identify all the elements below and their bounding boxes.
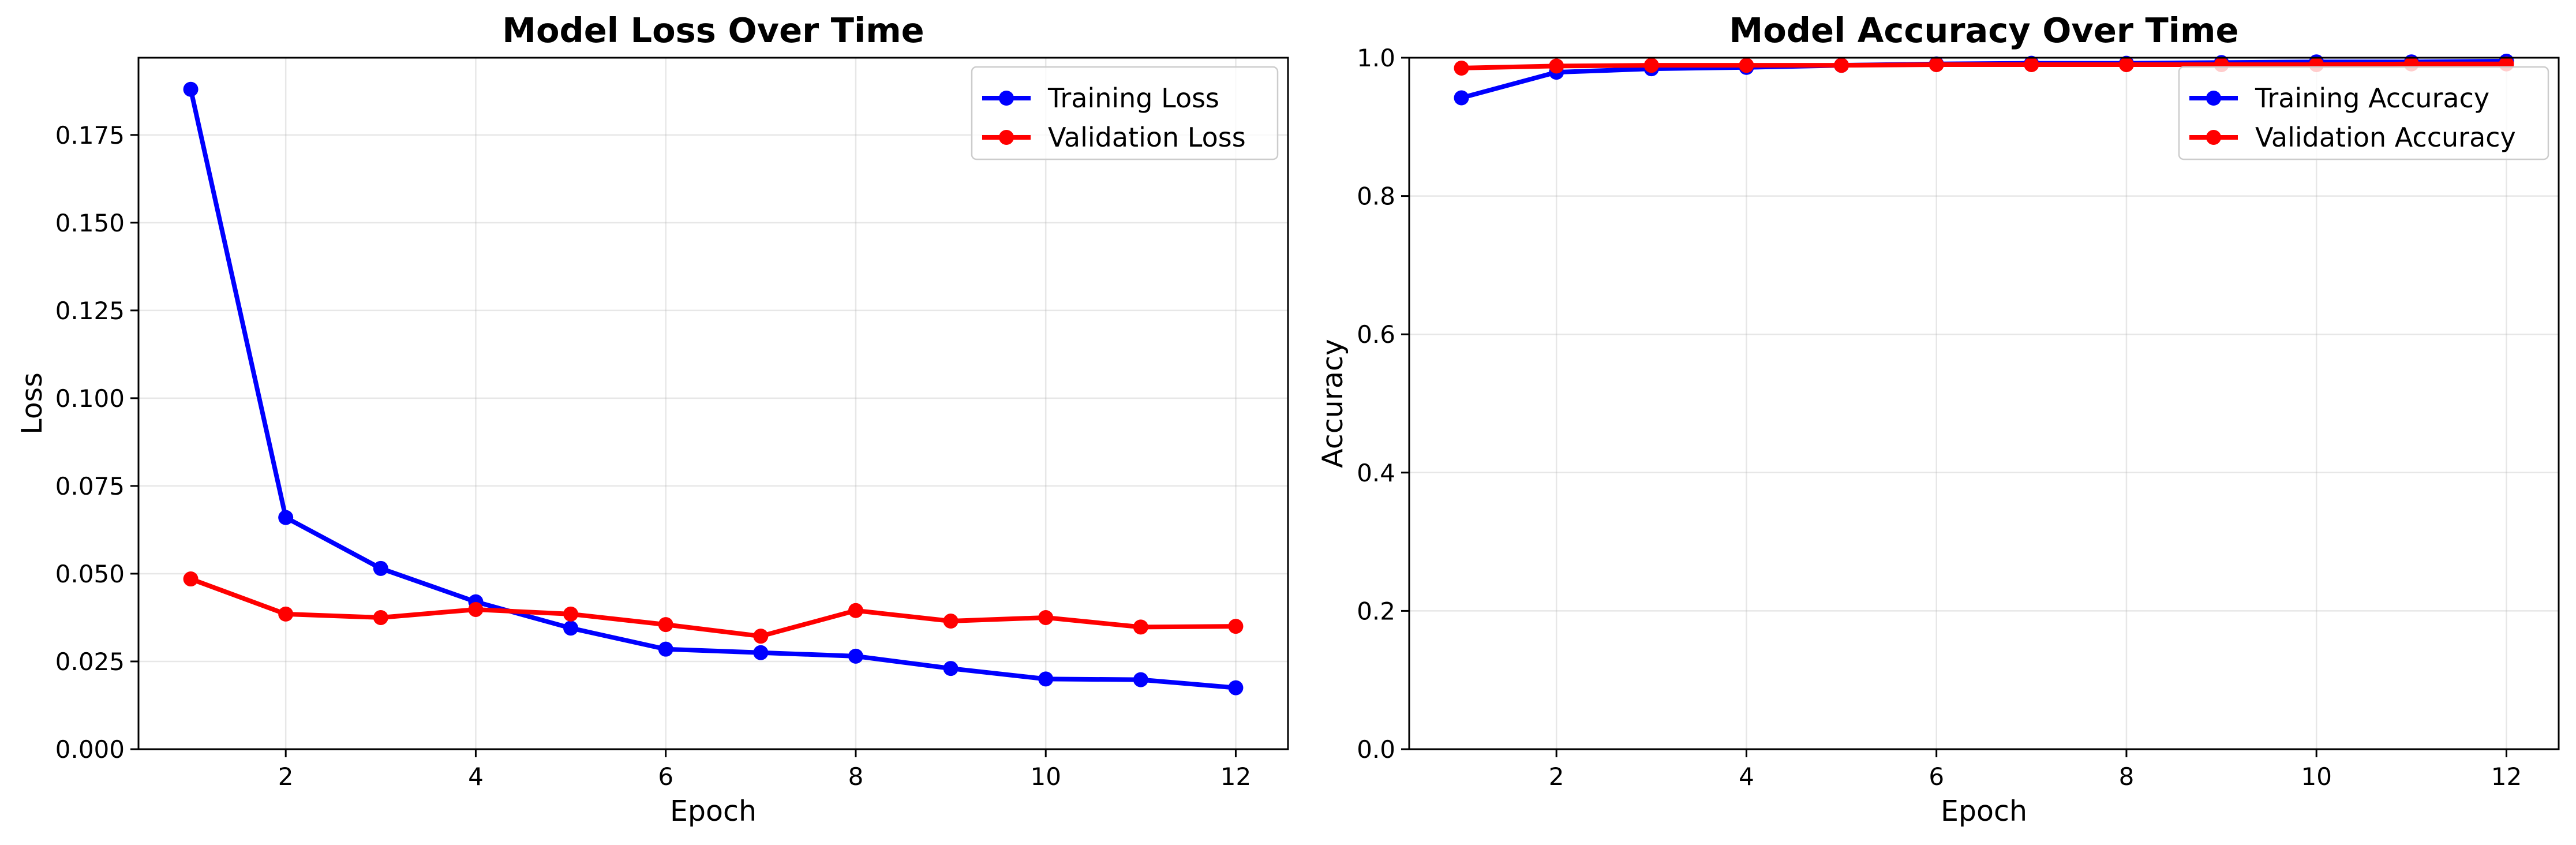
loss-validation-point (943, 614, 958, 629)
loss-x-axis-label: Epoch (670, 795, 757, 828)
accuracy-validation-line (1461, 61, 2507, 70)
accuracy-y-tick-label: 0.2 (1357, 597, 1395, 625)
loss-validation-line (190, 577, 1236, 639)
loss-y-tick-label: 0.150 (55, 209, 125, 237)
accuracy-y-tick-label: 0.8 (1357, 182, 1395, 211)
loss-validation-point (183, 571, 199, 587)
accuracy-x-tick-label: 12 (2491, 762, 2522, 791)
loss-x-tick-label: 10 (1030, 762, 1061, 791)
loss-y-tick-label: 0.025 (55, 648, 125, 676)
loss-y-axis-label: Loss (16, 372, 48, 434)
loss-legend: Training Loss Validation Loss (971, 66, 1279, 160)
accuracy-legend: Training Accuracy Validation Accuracy (2178, 66, 2549, 160)
accuracy-y-tick-label: 0.0 (1357, 735, 1395, 764)
loss-x-tick-label: 6 (658, 762, 673, 791)
accuracy-x-axis-label: Epoch (1941, 795, 2027, 828)
loss-validation-point (563, 606, 579, 622)
loss-training-line (188, 88, 1236, 690)
loss-legend-marker-training (999, 91, 1014, 106)
loss-validation-point (1133, 619, 1148, 635)
loss-x-tick-label: 4 (468, 762, 484, 791)
loss-y-tick-label: 0.125 (55, 297, 125, 325)
loss-legend-marker-validation (999, 130, 1014, 145)
loss-legend-label-training: Training Loss (1047, 83, 1219, 114)
accuracy-x-tick-label: 6 (1929, 762, 1944, 791)
loss-training-point (1133, 672, 1148, 687)
loss-validation-point (658, 617, 673, 633)
loss-plot-frame (137, 57, 1289, 750)
loss-training-point (753, 645, 769, 660)
accuracy-y-tick-label: 0.6 (1357, 320, 1395, 349)
accuracy-validation-point (1834, 58, 1849, 73)
loss-validation-point (468, 601, 484, 617)
loss-validation-point (373, 610, 388, 625)
loss-validation-point (753, 629, 769, 644)
loss-y-tick-label: 0.175 (55, 121, 125, 149)
accuracy-training-point (1454, 90, 1469, 106)
accuracy-legend-label-training: Training Accuracy (2255, 83, 2489, 114)
accuracy-legend-label-validation: Validation Accuracy (2255, 122, 2516, 153)
loss-training-point (373, 560, 388, 576)
loss-validation-point (1038, 610, 1054, 625)
loss-y-ticks: 0.000 0.025 0.050 0.075 0.100 0.125 0.150 0.175 (55, 121, 138, 764)
loss-y-tick-label: 0.050 (55, 560, 125, 588)
loss-validation-point (1228, 619, 1244, 634)
accuracy-validation-point (1929, 57, 1944, 72)
accuracy-legend-marker-training (2206, 91, 2221, 106)
loss-training-point (278, 510, 294, 525)
accuracy-validation-point (1643, 58, 1659, 73)
accuracy-chart-panel: 2 4 6 8 10 12 0.0 0.2 0.4 0.6 0.8 1.0 Model Accura… (1316, 10, 2560, 828)
loss-legend-label-validation: Validation Loss (1048, 122, 1246, 153)
loss-training-point (1038, 671, 1054, 687)
accuracy-y-tick-label: 0.4 (1357, 459, 1395, 487)
loss-training-point (658, 641, 673, 657)
loss-y-tick-label: 0.000 (55, 735, 125, 764)
accuracy-chart-title: Model Accuracy Over Time (1729, 10, 2239, 50)
accuracy-validation-point (1454, 60, 1469, 76)
loss-legend-box (971, 66, 1279, 160)
loss-y-tick-label: 0.075 (55, 472, 125, 500)
loss-y-tick-label: 0.100 (55, 384, 125, 413)
accuracy-x-tick-label: 8 (2119, 762, 2135, 791)
loss-x-tick-label: 2 (278, 762, 294, 791)
loss-chart-title: Model Loss Over Time (502, 10, 924, 50)
loss-grid (138, 58, 1288, 750)
accuracy-plot-frame (1408, 57, 2560, 750)
loss-series-group (183, 81, 1244, 696)
accuracy-x-tick-label: 10 (2301, 762, 2331, 791)
loss-x-ticks: 2 4 6 8 10 12 (278, 749, 1251, 791)
loss-validation-point (278, 606, 294, 622)
loss-x-tick-label: 8 (848, 762, 864, 791)
loss-training-point (183, 81, 199, 97)
accuracy-validation-point (2024, 57, 2039, 72)
accuracy-x-tick-label: 4 (1739, 762, 1754, 791)
accuracy-series-group (1454, 53, 2514, 106)
loss-x-tick-label: 12 (1220, 762, 1251, 791)
loss-training-point (563, 620, 579, 636)
accuracy-legend-box (2178, 66, 2549, 160)
accuracy-y-axis-label: Accuracy (1316, 339, 1349, 468)
accuracy-validation-point (2118, 57, 2134, 72)
loss-training-point (943, 661, 958, 676)
accuracy-validation-point (1739, 58, 1754, 73)
loss-training-point (1228, 680, 1244, 696)
loss-chart-panel: 2 4 6 8 10 12 0.0000.0250.0500.0750.1000.1250… (16, 10, 1289, 828)
accuracy-x-tick-label: 2 (1549, 762, 1564, 791)
accuracy-legend-marker-validation (2206, 130, 2221, 145)
loss-training-point (848, 648, 863, 664)
loss-validation-point (848, 603, 863, 618)
accuracy-x-ticks: 2 4 6 8 10 12 (1549, 749, 2522, 791)
accuracy-y-ticks: 0.0 0.2 0.4 0.6 0.8 1.0 (1357, 44, 1409, 764)
accuracy-y-tick-label: 1.0 (1357, 44, 1395, 72)
accuracy-validation-point (1549, 58, 1564, 74)
